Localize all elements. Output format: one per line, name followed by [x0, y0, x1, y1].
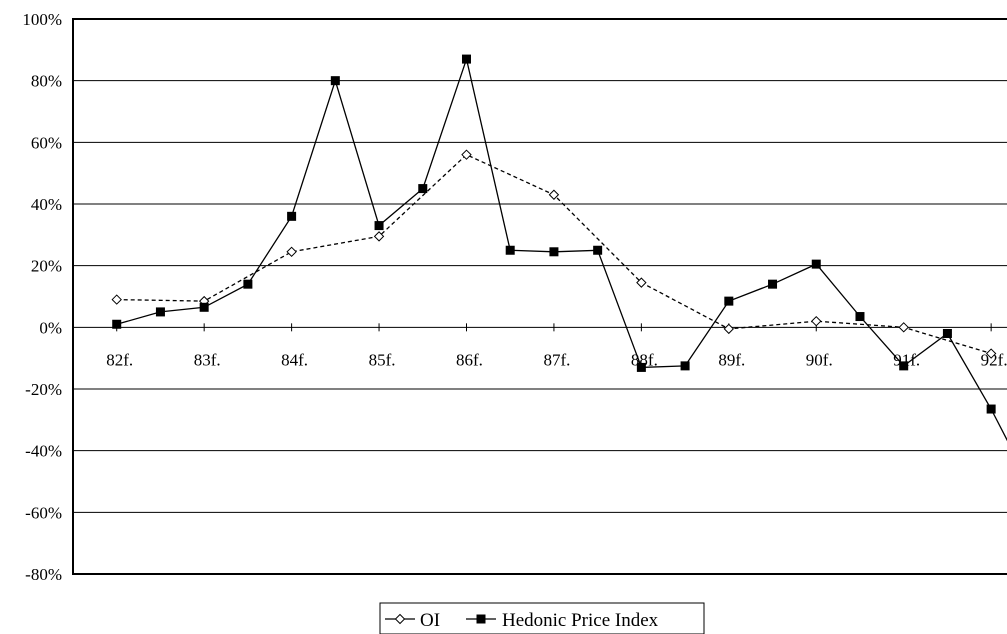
data-point — [155, 307, 165, 317]
legend-hedonic-marker — [476, 614, 486, 624]
data-point — [199, 302, 209, 312]
y-tick-label: 40% — [31, 195, 62, 214]
data-point — [505, 245, 515, 255]
x-tick-label: 87f. — [543, 350, 570, 369]
x-tick-label: 85f. — [369, 350, 396, 369]
series-oi — [111, 149, 997, 359]
y-axis-ticks: 100% 80% 60% 40% 20% 0% -20% -40% -60% -80% — [22, 10, 62, 584]
x-tick-label: 92f. — [981, 350, 1007, 369]
data-point — [680, 361, 690, 371]
series-layer — [111, 54, 1007, 442]
series-line — [116, 56, 1007, 442]
data-point — [899, 361, 909, 371]
data-point — [112, 319, 122, 329]
y-tick-label: -40% — [25, 442, 62, 461]
data-point — [549, 247, 559, 257]
data-point — [418, 184, 428, 194]
legend-oi-label: OI — [420, 610, 440, 631]
gridlines — [73, 80, 1007, 513]
data-point — [593, 245, 603, 255]
y-tick-label: 80% — [31, 72, 62, 91]
y-tick-label: 100% — [22, 10, 62, 29]
data-point — [985, 348, 997, 359]
data-point — [986, 404, 996, 414]
data-point — [811, 259, 821, 269]
data-point — [243, 279, 253, 289]
y-tick-label: -80% — [25, 565, 62, 584]
data-point — [286, 246, 297, 257]
data-point — [373, 231, 385, 242]
y-tick-label: 60% — [31, 133, 62, 152]
x-tick-label: 83f. — [194, 350, 221, 369]
data-point — [111, 294, 122, 305]
x-tick-label: 82f. — [106, 350, 133, 369]
data-point — [855, 312, 865, 322]
series-hedonic-price-index — [112, 54, 1007, 442]
y-tick-label: 20% — [31, 257, 62, 276]
data-point — [942, 329, 952, 338]
legend-hedonic-label: Hedonic Price Index — [502, 610, 659, 631]
x-tick-label: 89f. — [718, 350, 745, 369]
x-tick-label: 84f. — [281, 350, 308, 369]
data-point — [724, 296, 734, 306]
y-tick-label: -60% — [25, 503, 62, 522]
y-tick-label: -20% — [25, 380, 62, 399]
legend-oi-marker — [394, 613, 406, 625]
data-point — [636, 277, 647, 288]
data-point — [287, 211, 297, 221]
data-point — [898, 322, 909, 333]
data-point — [811, 315, 822, 327]
legend-box — [379, 602, 705, 634]
data-point — [548, 189, 560, 200]
legend: OI Hedonic Price Index — [379, 602, 705, 634]
plot-area-border — [72, 18, 1007, 575]
data-point — [636, 362, 646, 372]
data-point — [461, 149, 472, 160]
data-point — [461, 54, 471, 64]
x-tick-label: 90f. — [806, 350, 833, 369]
data-point — [723, 323, 735, 335]
y-tick-label: 0% — [39, 318, 62, 337]
data-point — [768, 279, 778, 289]
x-tick-label: 86f. — [456, 350, 483, 369]
data-point — [330, 76, 340, 86]
data-point — [374, 221, 384, 231]
